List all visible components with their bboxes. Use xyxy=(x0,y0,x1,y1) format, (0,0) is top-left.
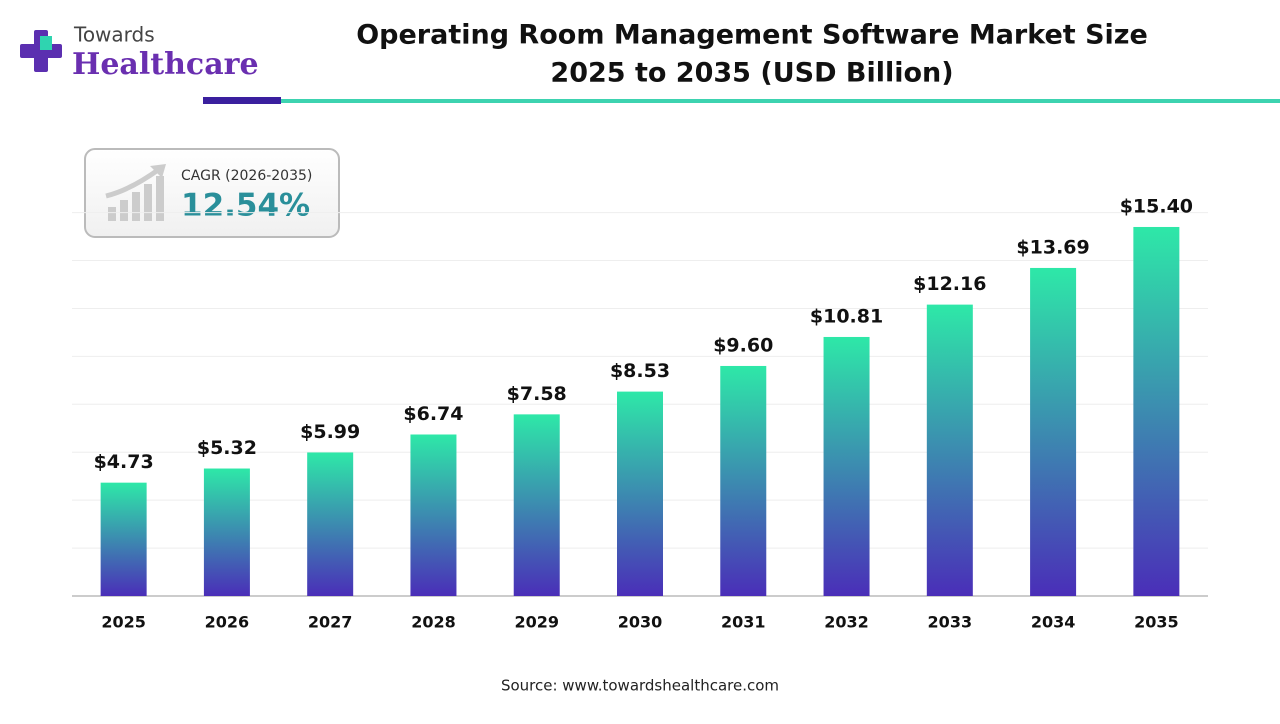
value-label: $5.99 xyxy=(300,421,360,443)
cagr-label: CAGR (2026-2035) xyxy=(181,168,312,184)
value-label: $4.73 xyxy=(94,451,154,473)
value-label: $12.16 xyxy=(913,273,986,295)
x-tick-label: 2030 xyxy=(618,613,663,632)
x-tick-label: 2029 xyxy=(514,613,559,632)
x-tick-label: 2028 xyxy=(411,613,456,632)
cagr-box: CAGR (2026-2035) 12.54% xyxy=(84,148,340,238)
chart-title: Operating Room Management Software Marke… xyxy=(356,20,1148,51)
source: Source: www.towardshealthcare.com xyxy=(501,677,779,695)
bar xyxy=(823,336,870,596)
bar xyxy=(617,391,663,596)
value-label: $9.60 xyxy=(713,334,773,356)
logo-line1: Towards xyxy=(73,23,155,47)
value-label: $15.40 xyxy=(1120,195,1193,217)
value-label: $8.53 xyxy=(610,360,670,382)
header-line xyxy=(281,99,1280,103)
value-label: $10.81 xyxy=(810,305,883,327)
bar xyxy=(203,468,250,596)
x-tick-label: 2034 xyxy=(1031,613,1076,632)
bar xyxy=(1133,226,1180,597)
value-label: $7.58 xyxy=(507,383,567,405)
header-bar xyxy=(203,97,281,104)
value-label: $5.32 xyxy=(197,437,257,459)
bar xyxy=(513,414,560,596)
cagr-value: 12.54% xyxy=(181,188,310,224)
logo-line2: Healthcare xyxy=(72,47,259,82)
bar xyxy=(1030,267,1077,596)
bar xyxy=(410,434,457,596)
x-tick-label: 2035 xyxy=(1134,613,1179,632)
x-tick-label: 2025 xyxy=(101,613,146,632)
bar xyxy=(100,482,147,596)
x-tick-label: 2026 xyxy=(205,613,250,632)
logo: Towards Healthcare xyxy=(20,23,259,82)
chart-subtitle: 2025 to 2035 (USD Billion) xyxy=(550,58,953,89)
x-tick-label: 2032 xyxy=(824,613,869,632)
x-tick-label: 2031 xyxy=(721,613,766,632)
value-label: $13.69 xyxy=(1016,236,1089,258)
x-tick-label: 2033 xyxy=(928,613,973,632)
bar xyxy=(307,452,354,596)
bar xyxy=(926,304,973,596)
x-tick-label: 2027 xyxy=(308,613,353,632)
bar xyxy=(720,365,767,596)
value-label: $6.74 xyxy=(403,403,463,425)
